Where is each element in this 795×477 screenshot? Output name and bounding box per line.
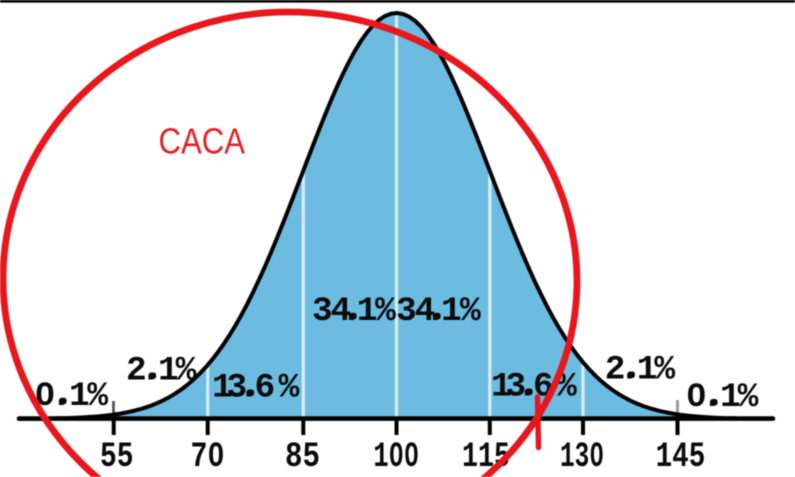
svg-text:55: 55 xyxy=(100,437,134,477)
svg-text:85: 85 xyxy=(285,437,320,477)
svg-text:0.1%: 0.1% xyxy=(686,378,759,417)
svg-text:34.1%: 34.1% xyxy=(312,292,396,331)
svg-text:70: 70 xyxy=(191,437,225,477)
svg-text:CACA: CACA xyxy=(159,121,246,162)
svg-text:13.6%: 13.6% xyxy=(491,368,577,407)
svg-text:145: 145 xyxy=(656,437,706,477)
svg-text:0.1%: 0.1% xyxy=(35,377,109,416)
svg-text:2.1%: 2.1% xyxy=(126,352,197,391)
svg-text:34.1%: 34.1% xyxy=(396,292,481,331)
svg-text:2.1%: 2.1% xyxy=(605,351,676,390)
svg-text:13.6%: 13.6% xyxy=(212,369,300,408)
